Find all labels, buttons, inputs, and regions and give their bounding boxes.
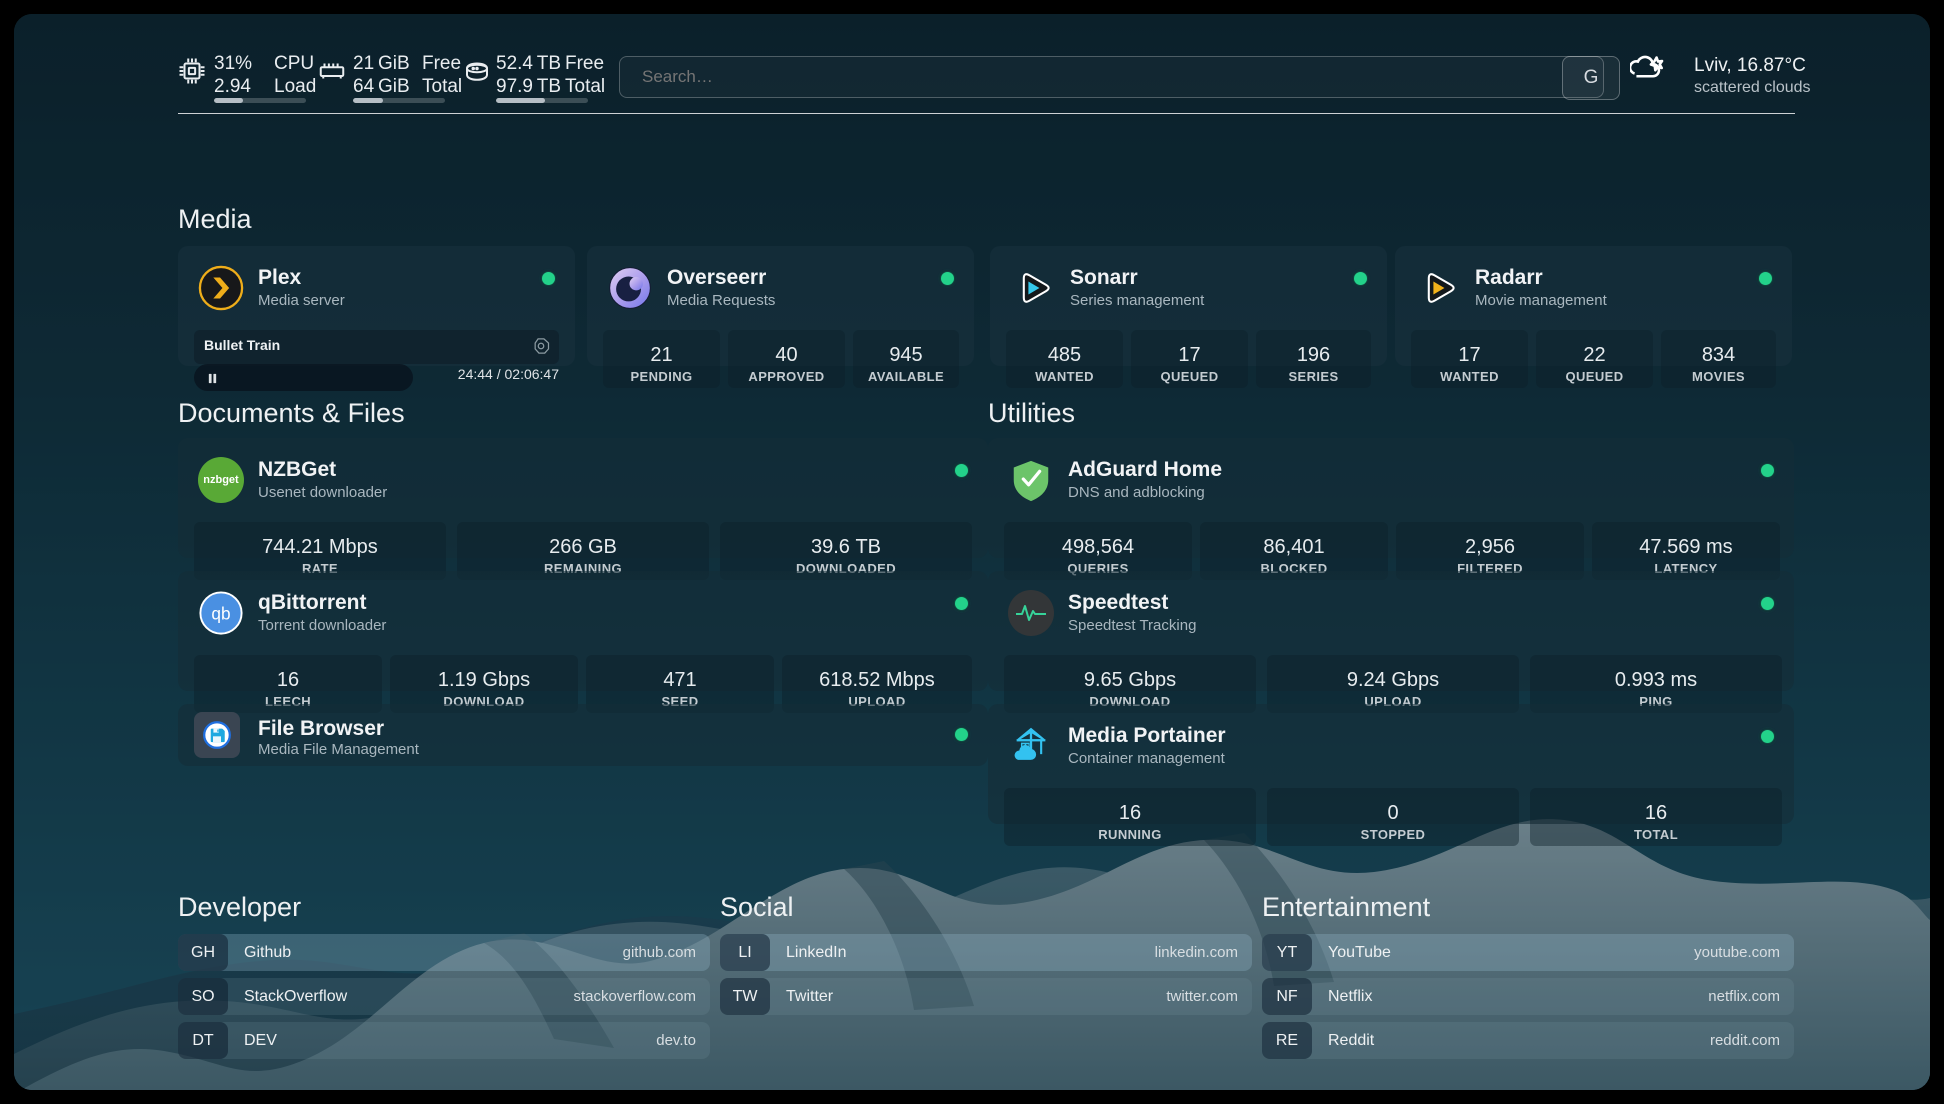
- svg-text:qb: qb: [211, 604, 230, 624]
